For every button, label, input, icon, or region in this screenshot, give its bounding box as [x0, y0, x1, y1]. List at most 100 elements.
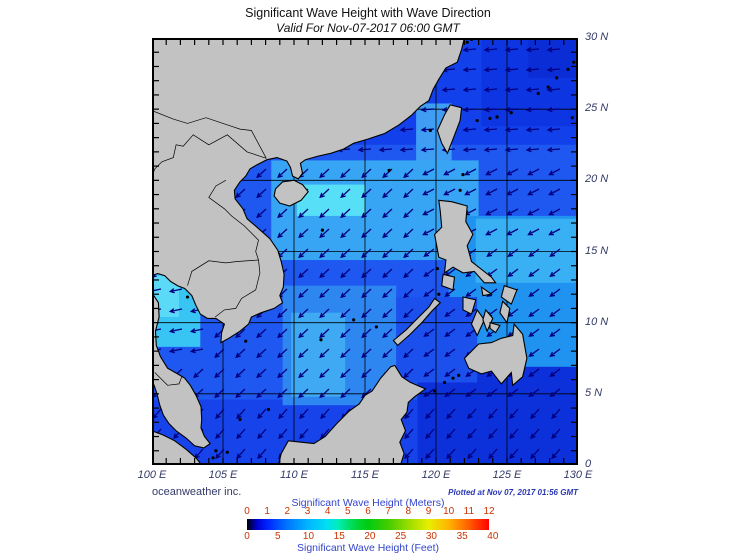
land-borneo — [277, 364, 427, 465]
wave-direction-arrow — [382, 248, 393, 259]
feet-tick-10: 10 — [302, 531, 315, 542]
wave-direction-arrow — [168, 348, 183, 354]
wave-direction-arrow — [298, 208, 309, 219]
country-border — [187, 259, 259, 286]
wave-direction-arrow — [215, 408, 225, 420]
wave-direction-arrow — [527, 208, 540, 216]
wave-direction-arrow — [168, 308, 183, 314]
wave-direction-arrow — [530, 408, 540, 420]
wave-direction-arrow — [548, 208, 561, 216]
meters-tick-9: 9 — [425, 506, 432, 517]
land-negros — [470, 308, 485, 337]
wave-direction-arrow — [444, 328, 456, 338]
wave-direction-arrow — [422, 208, 435, 216]
islet — [437, 292, 441, 296]
wave-direction-arrow — [530, 448, 540, 460]
wave-direction-arrow — [506, 228, 519, 236]
land-samar — [500, 284, 518, 306]
lon-label-130: 130 E — [563, 469, 593, 481]
wave-direction-arrow — [277, 348, 288, 359]
wave-direction-arrow — [506, 188, 519, 196]
wave-direction-arrow — [420, 147, 435, 153]
map-area — [152, 38, 578, 465]
title-block: Significant Wave Height with Wave Direct… — [0, 6, 736, 35]
wave-direction-arrow — [298, 288, 309, 299]
wave-direction-arrow — [485, 208, 498, 216]
islet — [509, 111, 513, 115]
meters-tick-1: 1 — [264, 506, 270, 517]
wave-direction-arrow — [509, 408, 519, 420]
islet — [320, 228, 324, 232]
wave-direction-arrow — [361, 368, 372, 379]
wave-direction-arrow — [404, 408, 414, 420]
wave-direction-arrow — [340, 288, 351, 299]
wave-direction-arrow — [361, 348, 372, 359]
islet — [451, 376, 455, 380]
wave-direction-arrow — [546, 127, 561, 133]
wave-direction-arrow — [530, 428, 540, 440]
wave-direction-arrow — [189, 348, 204, 354]
wave-direction-arrow — [465, 288, 477, 298]
islet — [432, 389, 437, 393]
wave-direction-arrow — [214, 368, 225, 379]
islet — [185, 295, 190, 299]
land-mindanao — [463, 322, 528, 387]
wave-direction-arrow — [549, 248, 561, 258]
wave-direction-arrow — [382, 228, 393, 239]
wave-direction-arrow — [278, 428, 288, 440]
wave-direction-arrow — [277, 388, 288, 399]
wave-direction-arrow — [467, 428, 477, 440]
wave-direction-arrow — [525, 47, 540, 53]
wave-direction-arrow — [488, 408, 498, 420]
wave-direction-arrow — [444, 348, 456, 358]
islet — [475, 118, 479, 123]
wave-direction-arrow — [298, 228, 309, 239]
country-border — [208, 179, 259, 261]
wave-direction-arrow — [257, 428, 267, 440]
wave-direction-arrow — [444, 388, 456, 398]
islet — [428, 128, 432, 133]
wave-direction-arrow — [278, 408, 288, 420]
wave-direction-arrow — [525, 87, 540, 93]
wave-direction-arrow — [483, 147, 498, 153]
wave-patch-south-central-lighter — [291, 312, 346, 397]
wave-direction-arrow — [257, 448, 267, 460]
wave-direction-arrow — [420, 127, 435, 133]
islet — [211, 456, 215, 460]
wave-direction-arrow — [464, 168, 477, 176]
wave-direction-arrow — [298, 268, 309, 279]
wave-direction-arrow — [549, 268, 561, 278]
wave-direction-arrow — [361, 328, 372, 339]
wave-direction-arrow — [403, 188, 414, 199]
wave-direction-arrow — [504, 127, 519, 133]
meters-tick-6: 6 — [365, 506, 371, 517]
plotted-at-text: Plotted at Nov 07, 2017 01:56 GMT — [448, 488, 578, 497]
wave-direction-arrow — [549, 308, 561, 318]
wave-direction-arrow — [425, 428, 435, 440]
meters-tick-7: 7 — [385, 506, 391, 517]
wave-direction-arrow — [235, 388, 246, 399]
wave-direction-arrow — [462, 87, 477, 93]
wave-direction-arrow — [382, 288, 393, 299]
wave-direction-arrow — [528, 328, 540, 338]
wave-direction-arrow — [382, 268, 393, 279]
wave-direction-arrow — [340, 208, 351, 219]
wave-direction-arrow — [425, 408, 435, 420]
islet — [495, 115, 499, 119]
land-palawan — [392, 297, 442, 347]
wave-direction-arrow — [504, 147, 519, 153]
wave-direction-arrow — [319, 308, 330, 319]
wave-direction-arrow — [504, 67, 519, 73]
country-border — [152, 134, 267, 177]
wave-direction-arrow — [423, 328, 435, 338]
wave-direction-arrow — [528, 388, 540, 398]
wave-direction-arrow — [528, 368, 540, 378]
wave-direction-arrow — [549, 388, 561, 398]
wave-direction-arrow — [465, 388, 477, 398]
wave-direction-arrow — [485, 228, 498, 236]
wave-direction-arrow — [488, 448, 498, 460]
wave-direction-arrow — [319, 368, 330, 379]
wave-direction-arrow — [422, 188, 435, 196]
wave-direction-arrow — [525, 67, 540, 73]
wave-direction-arrow — [399, 127, 414, 133]
